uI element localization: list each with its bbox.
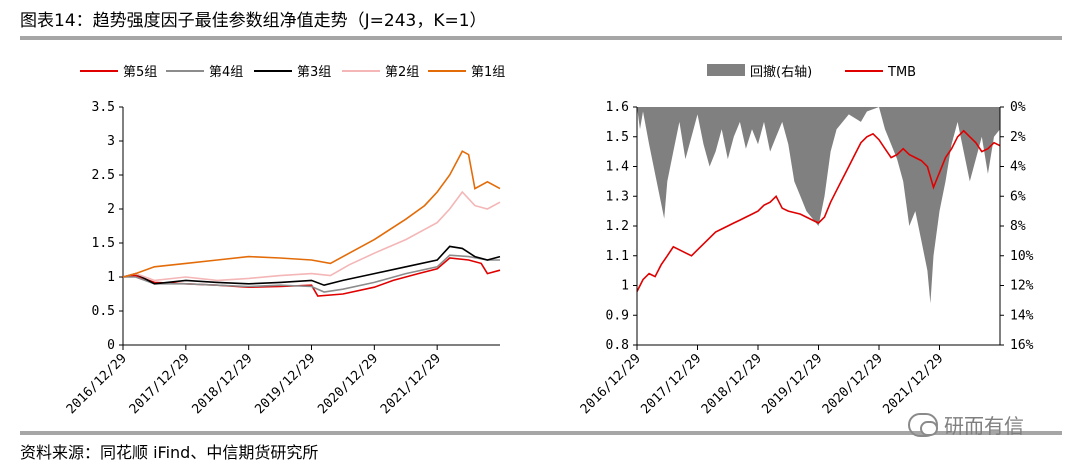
series-line-2	[123, 254, 500, 293]
source-note: 资料来源：同花顺 iFind、中信期货研究所	[20, 443, 319, 462]
right-y-tick-label: 1.5	[606, 130, 629, 145]
bottom-rule	[20, 431, 1062, 435]
legend-label-2: 第4组	[209, 65, 243, 80]
legend-label-drawdown: 回撤(右轴)	[750, 64, 812, 80]
right-x-tick-label: 2017/12/29	[638, 351, 704, 417]
right-y2-tick-label: 0%	[1010, 100, 1026, 115]
right-y2-tick-label: 16%	[1010, 338, 1034, 353]
right-y-tick-label: 1.2	[606, 219, 629, 234]
watermark: 研而有信	[908, 410, 1024, 439]
right-y2-tick-label: 6%	[1010, 189, 1026, 204]
left-chart-net-value: 00.511.522.533.52016/12/292017/12/292018…	[64, 65, 505, 417]
legend-swatch-drawdown	[707, 64, 745, 76]
left-y-tick-label: 3	[107, 134, 115, 149]
right-y2-tick-label: 8%	[1010, 219, 1026, 234]
series-line-3	[122, 245, 501, 287]
legend-label-3: 第3组	[297, 65, 331, 80]
left-y-tick-label: 1.5	[92, 236, 115, 251]
right-y-tick-label: 1.6	[606, 100, 629, 115]
right-x-tick-label: 2018/12/29	[699, 351, 765, 417]
right-x-tick-label: 2019/12/29	[759, 351, 825, 417]
right-chart-tmb: 0.8 0.9 1 1.1 1.2 1.3 1.4 1.5 1.6 0% 2% 4% 6% 8% 10% 12…	[578, 64, 1034, 417]
left-y-tick-label: 2	[107, 202, 115, 217]
left-y-tick-label: 3.5	[92, 100, 115, 115]
right-y2-tick-label: 10%	[1010, 249, 1034, 264]
wechat-icon	[908, 412, 938, 437]
left-y-tick-label: 2.5	[92, 168, 115, 183]
legend-label-5: 第1组	[471, 65, 505, 80]
right-y-tick-label: 1.3	[606, 189, 629, 204]
left-y-tick-label: 0	[107, 338, 115, 353]
legend-label-tmb: TMB	[887, 65, 916, 80]
page-title: 图表14：趋势强度因子最佳参数组净值走势（J=243，K=1）	[20, 11, 487, 31]
left-y-tick-label: 1	[107, 270, 115, 285]
legend-label-1: 第5组	[123, 65, 157, 80]
right-x-tick-label: 2016/12/29	[578, 351, 644, 417]
right-y-tick-label: 0.9	[606, 308, 629, 323]
right-y-tick-label: 1	[621, 279, 629, 294]
left-y-tick-label: 0.5	[92, 304, 115, 319]
right-y2-tick-label: 4%	[1010, 160, 1026, 175]
right-y2-tick-label: 12%	[1010, 279, 1034, 294]
tmb-line	[636, 129, 1001, 292]
right-y-tick-label: 1.1	[606, 249, 629, 264]
right-y-tick-label: 1.4	[606, 160, 630, 175]
drawdown-area	[637, 107, 1000, 304]
series-line-4	[122, 190, 501, 282]
right-y2-tick-label: 2%	[1010, 130, 1026, 145]
top-rule	[20, 36, 1062, 40]
watermark-text: 研而有信	[944, 414, 1024, 438]
right-y2-tick-label: 14%	[1010, 308, 1034, 323]
series-line-5	[122, 150, 501, 278]
legend-label-4: 第2组	[385, 65, 419, 80]
right-x-tick-label: 2021/12/29	[880, 351, 946, 417]
right-y-tick-label: 0.8	[606, 338, 629, 353]
right-x-tick-label: 2020/12/29	[820, 351, 886, 417]
